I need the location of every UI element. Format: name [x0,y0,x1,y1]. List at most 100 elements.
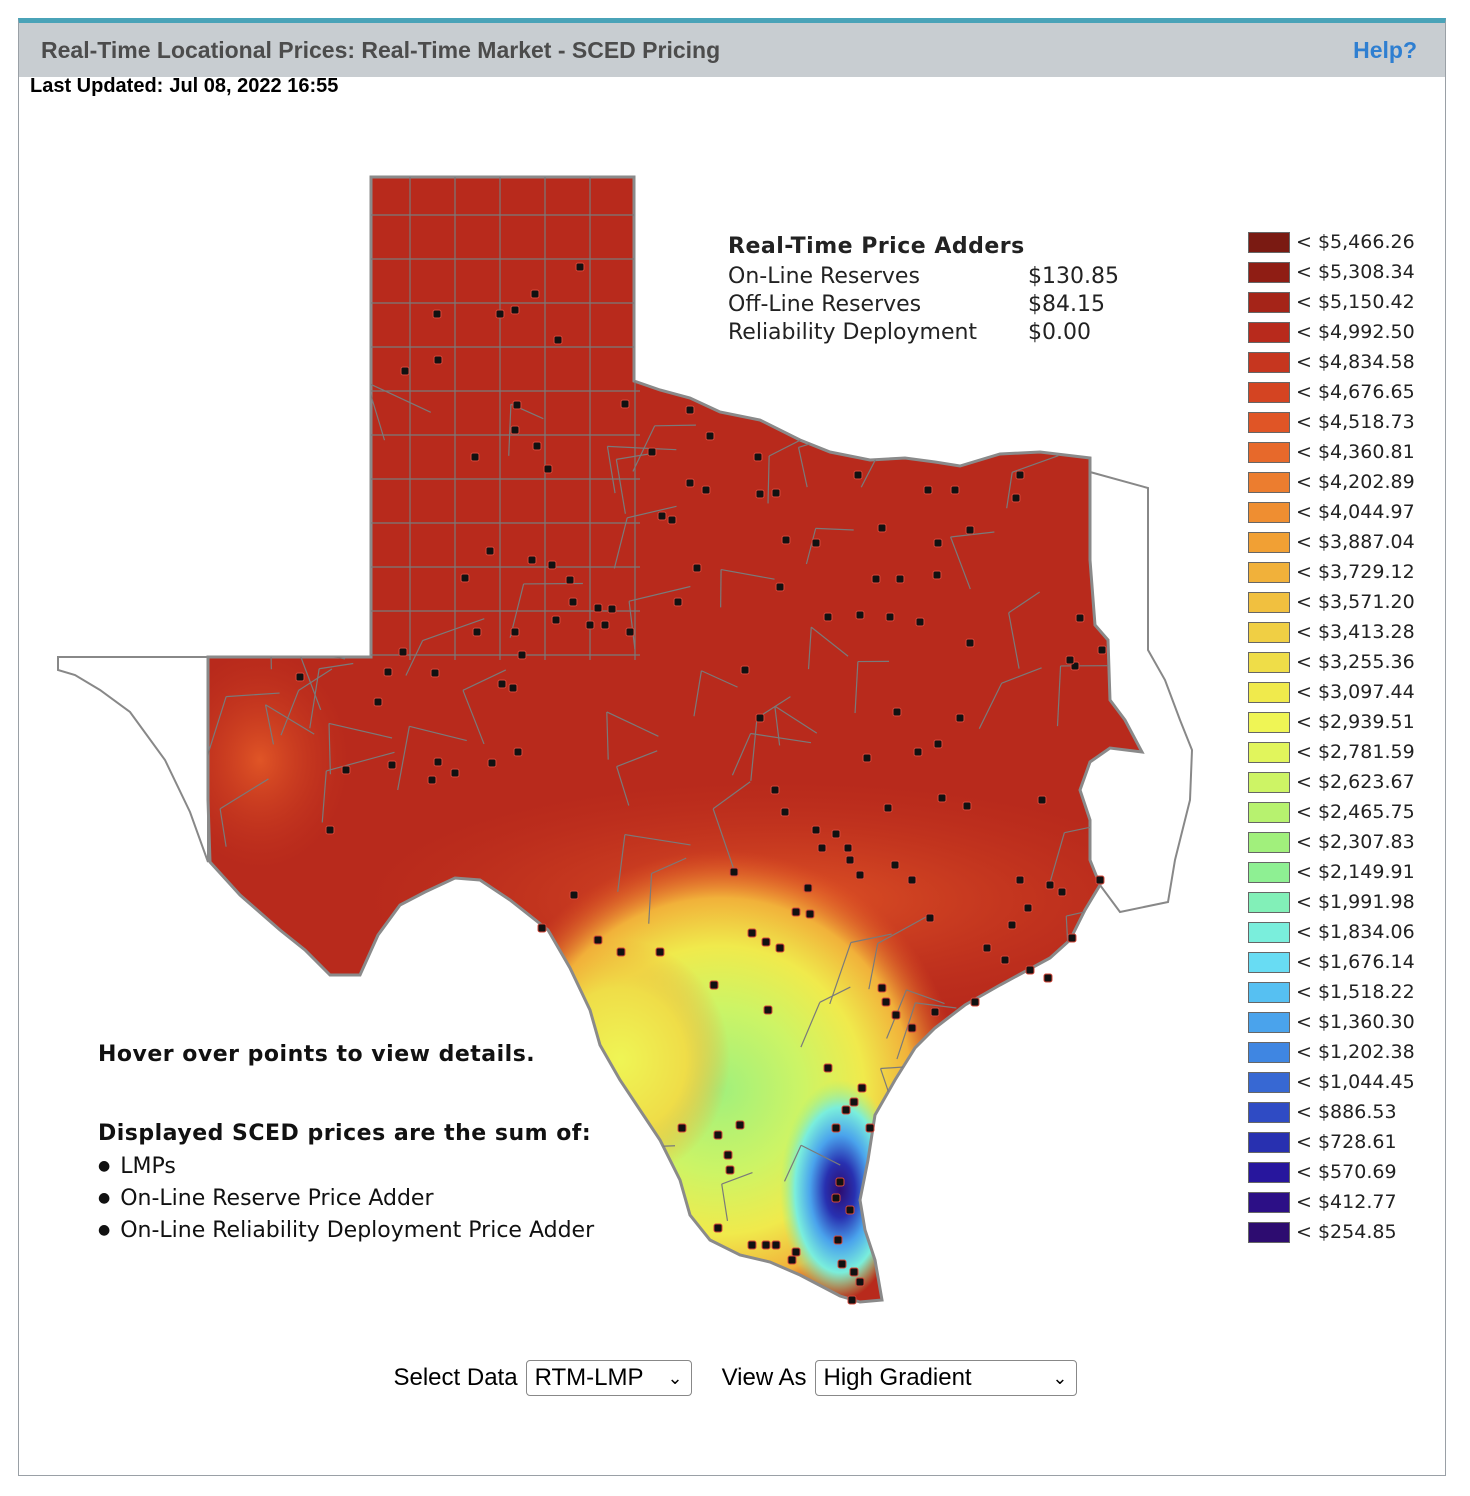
settlement-point-marker[interactable] [725,1165,735,1175]
settlement-point-marker[interactable] [1097,645,1107,655]
settlement-point-marker[interactable] [933,538,943,548]
settlement-point-marker[interactable] [1023,903,1033,913]
settlement-point-marker[interactable] [831,1123,841,1133]
settlement-point-marker[interactable] [685,478,695,488]
settlement-point-marker[interactable] [907,1023,917,1033]
settlement-point-marker[interactable] [965,638,975,648]
settlement-point-marker[interactable] [907,875,917,885]
settlement-point-marker[interactable] [565,575,575,585]
settlement-point-marker[interactable] [713,1223,723,1233]
settlement-point-marker[interactable] [862,753,872,763]
settlement-point-marker[interactable] [607,604,617,614]
settlement-point-marker[interactable] [831,829,841,839]
settlement-point-marker[interactable] [877,523,887,533]
settlement-point-marker[interactable] [835,1177,845,1187]
settlement-point-marker[interactable] [791,1247,801,1257]
settlement-point-marker[interactable] [855,870,865,880]
settlement-point-marker[interactable] [970,997,980,1007]
settlement-point-marker[interactable] [853,470,863,480]
settlement-point-marker[interactable] [655,947,665,957]
settlement-point-marker[interactable] [373,697,383,707]
settlement-point-marker[interactable] [740,665,750,675]
settlement-point-marker[interactable] [517,650,527,660]
settlement-point-marker[interactable] [845,1205,855,1215]
settlement-point-marker[interactable] [470,452,480,462]
settlement-point-marker[interactable] [937,793,947,803]
settlement-point-marker[interactable] [569,890,579,900]
settlement-point-marker[interactable] [877,983,887,993]
settlement-point-marker[interactable] [1000,955,1010,965]
settlement-point-marker[interactable] [387,760,397,770]
settlement-point-marker[interactable] [508,683,518,693]
settlement-point-marker[interactable] [962,801,972,811]
settlement-point-marker[interactable] [761,937,771,947]
settlement-point-marker[interactable] [705,431,715,441]
settlement-point-marker[interactable] [497,679,507,689]
settlement-point-marker[interactable] [883,803,893,813]
settlement-point-marker[interactable] [383,667,393,677]
settlement-point-marker[interactable] [657,511,667,521]
settlement-point-marker[interactable] [593,935,603,945]
settlement-point-marker[interactable] [770,785,780,795]
settlement-point-marker[interactable] [761,1240,771,1250]
settlement-point-marker[interactable] [398,647,408,657]
settlement-point-marker[interactable] [933,739,943,749]
settlement-point-marker[interactable] [527,555,537,565]
settlement-point-marker[interactable] [950,485,960,495]
settlement-point-marker[interactable] [803,883,813,893]
settlement-point-marker[interactable] [430,668,440,678]
settlement-point-marker[interactable] [701,485,711,495]
settlement-point-marker[interactable] [845,855,855,865]
settlement-point-marker[interactable] [593,603,603,613]
settlement-point-marker[interactable] [865,1123,875,1133]
settlement-point-marker[interactable] [843,843,853,853]
settlement-point-marker[interactable] [747,928,757,938]
settlement-point-marker[interactable] [472,627,482,637]
settlement-point-marker[interactable] [685,405,695,415]
settlement-point-marker[interactable] [747,1240,757,1250]
settlement-point-marker[interactable] [625,627,635,637]
settlement-point-marker[interactable] [325,825,335,835]
settlement-point-marker[interactable] [965,525,975,535]
settlement-point-marker[interactable] [295,672,305,682]
settlement-point-marker[interactable] [763,1005,773,1015]
settlement-point-marker[interactable] [849,1267,859,1277]
settlement-point-marker[interactable] [855,610,865,620]
settlement-point-marker[interactable] [510,425,520,435]
settlement-point-marker[interactable] [817,843,827,853]
settlement-point-marker[interactable] [891,1010,901,1020]
settlement-point-marker[interactable] [485,546,495,556]
settlement-point-marker[interactable] [791,907,801,917]
settlement-point-marker[interactable] [849,1097,859,1107]
settlement-point-marker[interactable] [923,485,933,495]
settlement-point-marker[interactable] [677,1123,687,1133]
settlement-point-marker[interactable] [735,1120,745,1130]
settlement-point-marker[interactable] [692,563,702,573]
settlement-point-marker[interactable] [913,747,923,757]
settlement-point-marker[interactable] [831,1193,841,1203]
settlement-point-marker[interactable] [600,620,610,630]
settlement-point-marker[interactable] [823,612,833,622]
settlement-point-marker[interactable] [823,1063,833,1073]
settlement-point-marker[interactable] [1045,880,1055,890]
settlement-point-marker[interactable] [847,1295,857,1305]
settlement-point-marker[interactable] [837,1259,847,1269]
settlement-point-marker[interactable] [890,860,900,870]
settlement-point-marker[interactable] [932,570,942,580]
settlement-point-marker[interactable] [982,943,992,953]
settlement-point-marker[interactable] [771,488,781,498]
settlement-point-marker[interactable] [673,597,683,607]
settlement-point-marker[interactable] [1067,933,1077,943]
settlement-point-marker[interactable] [1075,613,1085,623]
settlement-point-marker[interactable] [1037,795,1047,805]
settlement-point-marker[interactable] [585,620,595,630]
settlement-point-marker[interactable] [460,573,470,583]
settlement-point-marker[interactable] [427,775,437,785]
settlement-point-marker[interactable] [811,825,821,835]
settlement-point-marker[interactable] [543,464,553,474]
settlement-point-marker[interactable] [753,452,763,462]
settlement-point-marker[interactable] [1015,875,1025,885]
settlement-point-marker[interactable] [709,980,719,990]
settlement-point-marker[interactable] [892,707,902,717]
